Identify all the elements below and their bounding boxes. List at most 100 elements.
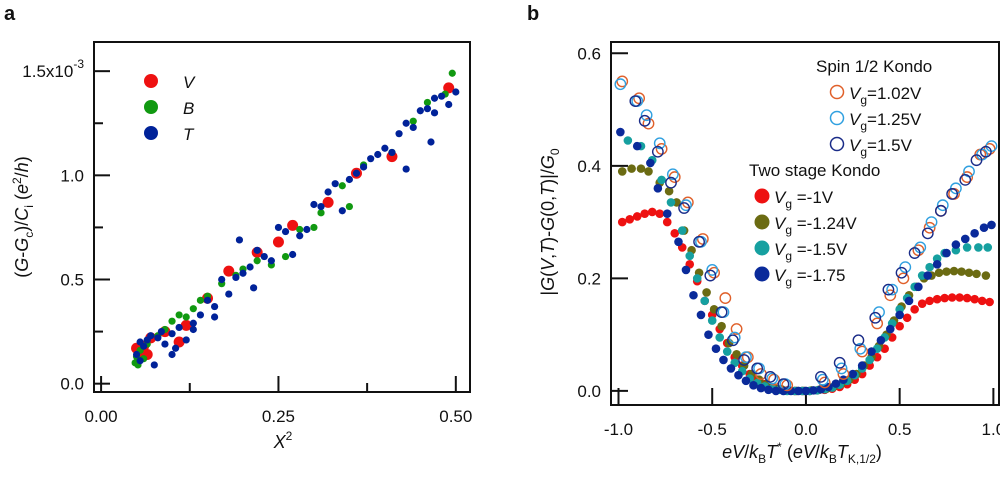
data-point-filled	[876, 335, 886, 345]
data-point-open	[815, 370, 827, 383]
legend-label-B: B	[183, 99, 194, 118]
data-point-filled	[704, 330, 713, 339]
data-point-T	[246, 263, 254, 271]
data-point-open	[869, 311, 882, 324]
series-Vg=1.5V	[629, 95, 992, 391]
series-Vg=-1V	[617, 207, 994, 396]
data-point-open	[837, 368, 850, 380]
data-point-T	[196, 311, 205, 319]
legend-marker-T	[144, 126, 158, 140]
data-point-T	[235, 236, 244, 244]
legend-entry-label: Vg =-1.75	[774, 266, 845, 289]
data-point-filled	[970, 229, 979, 238]
data-point-T	[281, 227, 290, 236]
data-point-filled	[955, 293, 964, 302]
data-point-filled	[670, 229, 680, 238]
data-point-B	[423, 98, 432, 107]
data-point-filled	[741, 376, 751, 386]
data-point-open	[680, 199, 692, 212]
data-point-filled	[749, 381, 758, 390]
data-point-open	[871, 317, 884, 330]
data-point-filled	[632, 212, 642, 221]
data-point-V	[322, 196, 334, 208]
data-point-open	[912, 244, 925, 257]
data-point-filled	[689, 290, 698, 300]
data-point-filled	[617, 217, 627, 227]
data-point-B	[296, 225, 304, 234]
data-point-T	[132, 350, 141, 359]
data-point-filled	[677, 226, 687, 235]
panel-a-plot-frame	[93, 41, 471, 393]
panel-a-y-ticks: 0.0 0.5 1.0 1.5x10-3	[22, 57, 110, 394]
data-point-filled	[644, 167, 653, 176]
data-point-T	[409, 123, 417, 132]
data-point-open	[740, 351, 752, 364]
data-point-filled	[932, 294, 942, 304]
y-tick-exponent: -3	[73, 57, 84, 71]
data-point-V	[272, 236, 284, 248]
data-point-T	[189, 325, 197, 334]
data-point-filled	[942, 248, 951, 258]
series-T	[132, 88, 460, 369]
data-point-filled	[902, 313, 912, 323]
y-tick-label: 0.5	[60, 271, 84, 290]
data-point-open	[764, 370, 777, 383]
panel-b-x-ticks: -1.0 -0.5 0.0 0.5 1.0	[604, 388, 1000, 439]
data-point-filled	[962, 293, 972, 303]
data-point-open	[728, 331, 741, 344]
panel-b: b 0.0 0.2 0.4 0.6 -1.0 -0.5 0.0 0.5 1.0 Spin 1/…	[527, 3, 1000, 466]
data-point-filled	[964, 268, 974, 278]
data-point-open	[616, 75, 629, 88]
legend-marker-filled	[754, 188, 770, 204]
data-point-open	[925, 216, 938, 228]
data-point-open	[914, 241, 927, 254]
data-point-filled	[910, 305, 919, 314]
data-point-filled	[655, 209, 665, 218]
data-point-T	[150, 361, 158, 369]
data-point-filled	[734, 370, 743, 380]
x-tick-label: 0.00	[85, 407, 118, 426]
data-point-T	[136, 357, 144, 365]
data-point-open	[983, 143, 996, 155]
data-point-T	[352, 169, 361, 177]
data-point-B	[175, 311, 183, 319]
legend-entry-label: Vg =-1.24V	[774, 214, 857, 237]
data-point-filled	[662, 217, 672, 227]
data-point-open	[638, 114, 651, 127]
legend-marker-open	[829, 84, 845, 100]
data-point-filled	[664, 186, 674, 196]
data-point-T	[203, 296, 212, 304]
data-point-T	[296, 232, 304, 240]
data-point-T	[239, 269, 247, 277]
x-tick-label: 0.25	[262, 407, 295, 426]
data-point-filled	[981, 271, 991, 280]
data-point-T	[303, 225, 311, 234]
y-tick-label: 0.2	[577, 269, 601, 288]
data-point-T	[147, 332, 155, 340]
series-B	[131, 69, 456, 369]
data-point-open	[719, 292, 732, 304]
data-point-T	[175, 323, 183, 332]
data-point-open	[961, 171, 974, 183]
data-point-T	[140, 342, 148, 350]
data-point-filled	[885, 324, 895, 334]
data-point-B	[345, 202, 353, 211]
data-point-T	[310, 200, 318, 209]
data-point-filled	[616, 127, 625, 137]
data-point-T	[359, 163, 368, 171]
data-point-open	[726, 334, 739, 347]
data-point-open	[777, 378, 790, 391]
panel-b-x-axis-label: eV/kBT* (eV/kBTK,1/2)	[722, 440, 882, 466]
data-point-filled	[985, 297, 994, 307]
data-point-open	[985, 140, 998, 153]
data-point-open	[665, 176, 677, 189]
data-point-filled	[865, 355, 874, 365]
y-tick-label: 1.0	[60, 166, 84, 185]
legend-marker-filled	[754, 240, 770, 256]
data-point-filled	[715, 333, 725, 342]
data-point-filled	[987, 220, 996, 230]
data-point-filled	[934, 268, 944, 278]
data-point-T	[171, 344, 180, 352]
data-point-T	[218, 275, 226, 284]
